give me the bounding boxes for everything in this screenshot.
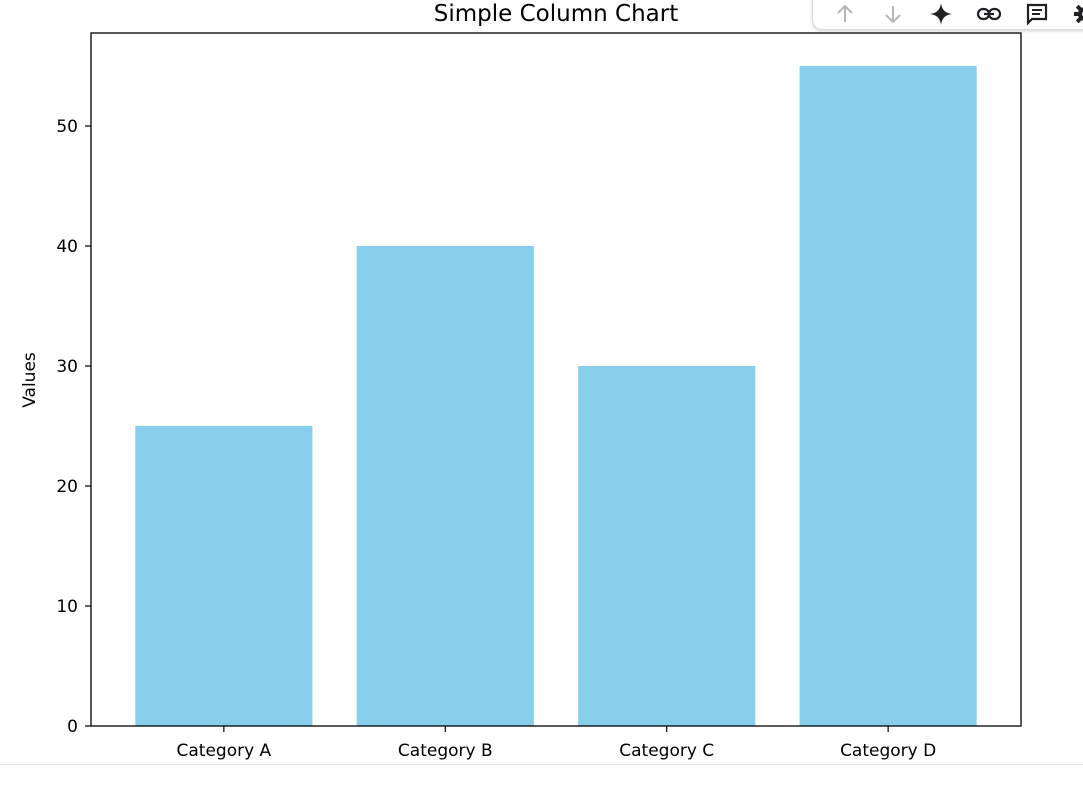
x-tick-label: Category A xyxy=(177,741,272,761)
y-axis-label: Values xyxy=(20,352,40,408)
move-up-button[interactable] xyxy=(821,0,869,29)
bar-category-b xyxy=(356,246,534,726)
y-tick-label: 50 xyxy=(56,117,78,137)
y-tick-label: 30 xyxy=(56,357,78,377)
x-tick-label: Category C xyxy=(619,741,714,761)
arrow-down-icon xyxy=(885,6,901,24)
move-down-button[interactable] xyxy=(869,0,917,29)
chart-title: Simple Column Chart xyxy=(434,1,678,27)
ai-assist-button[interactable] xyxy=(917,0,965,29)
x-tick-label: Category B xyxy=(398,741,493,761)
bars-layer xyxy=(135,66,977,726)
arrow-up-icon xyxy=(837,4,853,22)
bar-category-a xyxy=(135,426,313,726)
cell-toolbar xyxy=(812,0,1083,30)
bar-category-d xyxy=(799,66,977,726)
sparkle-icon xyxy=(930,3,952,25)
link-icon xyxy=(976,7,1002,21)
x-axis: Category A Category B Category C Category D xyxy=(177,726,936,761)
y-tick-label: 20 xyxy=(56,477,78,497)
link-button[interactable] xyxy=(965,0,1013,29)
settings-button[interactable] xyxy=(1061,0,1083,29)
bar-category-c xyxy=(578,366,756,726)
y-tick-label: 10 xyxy=(56,597,78,617)
x-tick-label: Category D xyxy=(840,741,936,761)
bottom-divider xyxy=(0,764,1083,765)
plot-frame xyxy=(90,32,1022,727)
y-tick-label: 0 xyxy=(67,717,78,737)
comment-icon xyxy=(1026,3,1048,26)
y-tick-label: 40 xyxy=(56,237,78,257)
comment-button[interactable] xyxy=(1013,0,1061,29)
gear-icon xyxy=(1074,4,1083,24)
y-axis: 0 10 20 30 40 50 xyxy=(56,117,91,737)
